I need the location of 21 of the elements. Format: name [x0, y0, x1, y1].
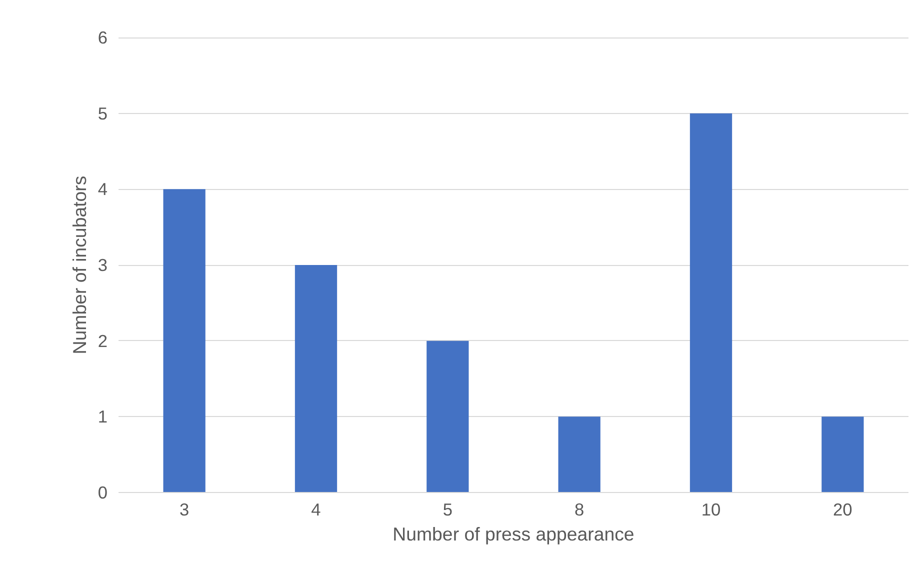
- bar: [690, 113, 732, 492]
- y-axis-title: Number of incubators: [68, 176, 90, 354]
- y-tick-label: 1: [98, 406, 108, 427]
- x-tick-label: 4: [311, 500, 322, 520]
- y-tick-label: 2: [98, 330, 108, 351]
- y-tick-label: 4: [98, 179, 108, 200]
- bar: [822, 416, 864, 492]
- x-tick-label: 10: [701, 500, 721, 520]
- x-tick-label: 20: [833, 500, 852, 520]
- y-tick-label: 5: [98, 103, 108, 124]
- bar: [163, 189, 206, 492]
- x-tick-label: 5: [442, 500, 452, 520]
- bar: [294, 265, 338, 492]
- y-tick-label: 0: [98, 482, 108, 502]
- x-tick-label: 3: [180, 500, 190, 520]
- y-tick-label: 3: [98, 255, 108, 275]
- x-axis-title: Number of press appearance: [392, 524, 634, 544]
- x-tick-label: 8: [574, 500, 584, 520]
- bar: [558, 416, 600, 492]
- y-tick-label: 6: [98, 28, 108, 48]
- bar: [426, 340, 469, 492]
